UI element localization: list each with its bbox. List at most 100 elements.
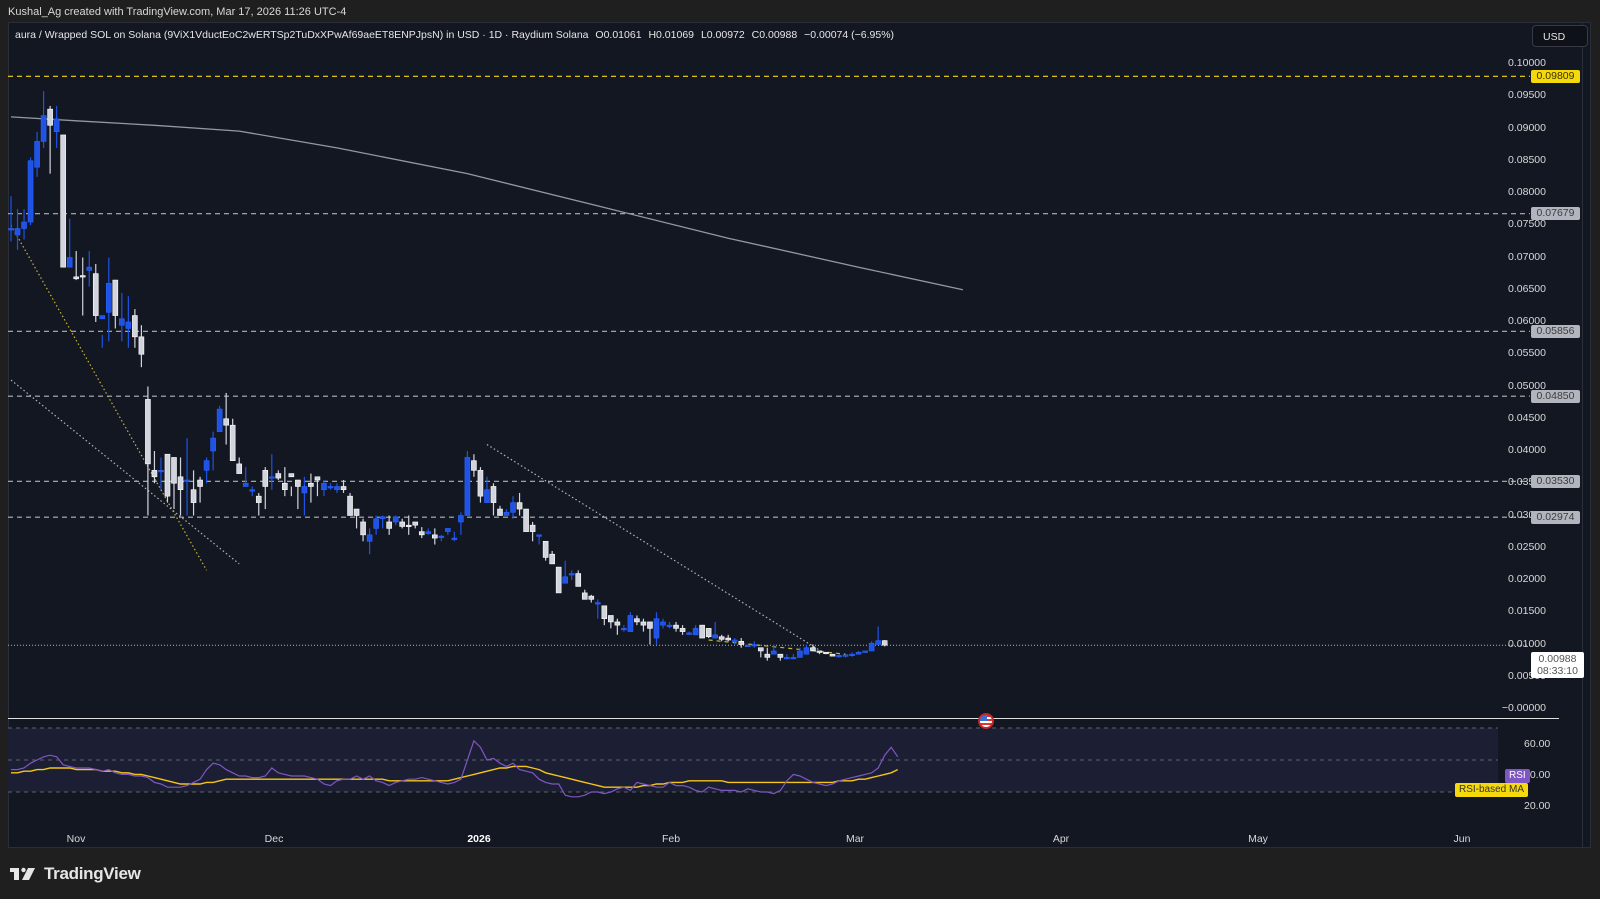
candle-body <box>484 489 490 503</box>
ohlc-change: −0.00074 (−6.95%) <box>804 29 895 41</box>
candle-body <box>8 228 14 231</box>
price-tick: 0.02500 <box>1508 540 1546 553</box>
candle-body <box>197 479 203 487</box>
watermark-text: Kushal_Ag created with TradingView.com, … <box>8 6 347 18</box>
candle-body <box>516 502 523 510</box>
candle-body <box>40 115 47 142</box>
candle-body <box>386 521 392 529</box>
candle-body <box>275 473 282 479</box>
ohlc-high: H0.01069 <box>648 29 695 41</box>
candle-body <box>464 457 471 516</box>
bar-countdown: 08:33:10 <box>1537 665 1578 677</box>
candle-body <box>340 486 347 491</box>
candle-body <box>360 521 366 536</box>
candle-body <box>842 654 849 657</box>
price-tick: 0.04000 <box>1508 444 1546 456</box>
rsi-tick-20: 20.00 <box>1524 800 1551 812</box>
candle-body <box>816 650 823 653</box>
candle-body <box>581 592 588 600</box>
symbol-legend: aura / Wrapped SOL on Solana (9ViX1Vduct… <box>15 28 894 42</box>
candle-body <box>653 618 660 639</box>
level-price-tag: 0.03530 <box>1531 474 1580 488</box>
candle-body <box>855 651 862 655</box>
candle-body <box>601 605 608 619</box>
candle-body <box>347 495 353 516</box>
candle-body <box>705 628 712 638</box>
candle-body <box>53 118 60 133</box>
candle-body <box>712 634 718 639</box>
candle-body <box>425 531 432 534</box>
trendline <box>708 639 846 655</box>
candle-body <box>784 657 790 660</box>
candle-body <box>881 640 888 646</box>
candle-body <box>308 482 314 487</box>
candle-body <box>634 618 640 623</box>
candle-body <box>764 653 771 658</box>
price-tick: 0.02000 <box>1508 573 1546 585</box>
candle-body <box>412 521 419 526</box>
level-price-tag: 0.04850 <box>1531 389 1580 403</box>
candle-body <box>366 534 373 542</box>
time-axis-label: Feb <box>661 833 681 845</box>
candle-body <box>203 460 210 471</box>
candle-body <box>190 489 197 503</box>
price-tick: 0.04500 <box>1508 411 1546 424</box>
tradingview-logo[interactable]: TradingView <box>10 864 141 884</box>
us-flag-event-icon[interactable] <box>978 713 994 729</box>
candle-body <box>138 336 145 355</box>
watermark-bar: Kushal_Ag created with TradingView.com, … <box>0 0 1600 22</box>
candle-body <box>836 655 842 658</box>
candle-body <box>431 534 438 539</box>
price-tick: 0.10000 <box>1508 57 1546 69</box>
candle-body <box>725 637 732 641</box>
candle-body <box>99 315 106 320</box>
candle-body <box>229 424 236 461</box>
candle-body <box>399 521 406 527</box>
candle-body <box>158 470 164 473</box>
candle-body <box>119 318 125 326</box>
candle-body <box>673 624 679 629</box>
candle-body <box>21 221 27 229</box>
candle-body <box>171 457 177 484</box>
level-price-tag: 0.09809 <box>1531 69 1580 83</box>
candle-body <box>60 134 66 268</box>
chart-frame[interactable] <box>8 22 1591 848</box>
candle-body <box>503 511 510 516</box>
candle-body <box>555 566 562 594</box>
candle-body <box>314 476 321 481</box>
candle-body <box>731 639 738 642</box>
candle-body <box>744 644 751 647</box>
candle-body <box>608 615 614 623</box>
tradingview-brand: TradingView <box>44 864 141 883</box>
candle-body <box>445 528 451 532</box>
candle-body <box>438 535 445 538</box>
candle-body <box>236 463 242 474</box>
candle-body <box>379 516 386 520</box>
candle-body <box>771 650 777 655</box>
candle-body <box>575 573 582 587</box>
rsi-line <box>11 739 899 798</box>
price-tick: 0.09500 <box>1508 89 1546 102</box>
currency-button[interactable]: USD <box>1532 25 1588 47</box>
level-price-tag: 0.05856 <box>1531 324 1580 338</box>
price-tick: 0.05500 <box>1508 347 1546 360</box>
candle-body <box>790 657 797 660</box>
symbol-title: aura / Wrapped SOL on Solana (9ViX1Vduct… <box>15 29 589 41</box>
time-axis-label: Mar <box>845 833 865 845</box>
candle-body <box>27 160 34 223</box>
candle-body <box>614 621 621 626</box>
candle-body <box>686 632 692 635</box>
trendline <box>486 444 827 655</box>
rsi-tick-60: 60.00 <box>1524 738 1551 750</box>
candle-body <box>106 282 112 313</box>
candle-body <box>862 650 868 653</box>
candle-body <box>529 524 536 532</box>
candle-body <box>262 470 269 487</box>
candle-body <box>321 482 327 490</box>
candle-body <box>627 615 634 632</box>
candle-body <box>621 628 627 631</box>
candle-body <box>14 228 21 236</box>
rsi-label-badge: RSI <box>1505 769 1530 783</box>
candle-body <box>288 473 295 478</box>
